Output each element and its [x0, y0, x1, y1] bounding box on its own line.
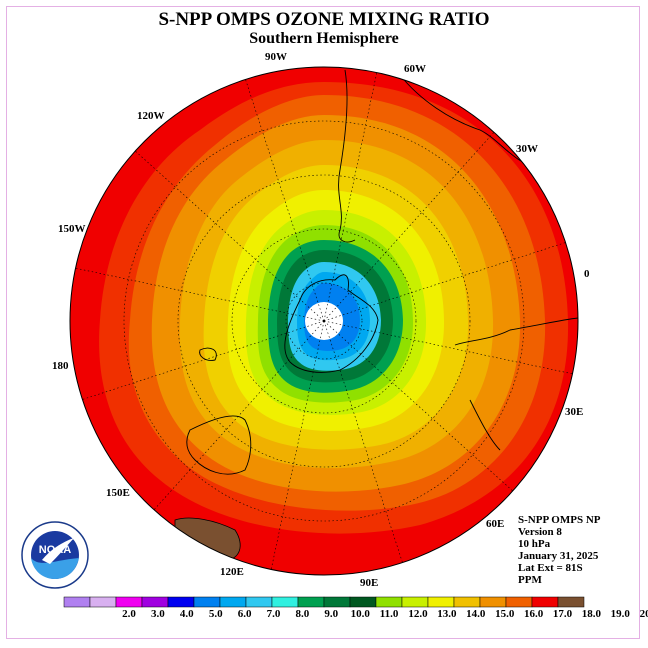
colorbar-tick-label: 17.0: [552, 608, 573, 620]
info-instrument: S-NPP OMPS NP: [518, 514, 601, 526]
lon-150w: 150W: [58, 223, 86, 235]
colorbar-tick-label: 2.0: [122, 608, 136, 620]
colorbar-tick-label: 12.0: [408, 608, 428, 620]
lat-circle-4: [231, 228, 417, 414]
colorbar-cell: [63, 596, 91, 608]
coast-africa: [454, 317, 578, 451]
coastlines: [186, 69, 578, 475]
lon-60w: 60W: [404, 63, 426, 75]
colorbar-tick-label: 18.0: [581, 608, 602, 620]
coast-new-zealand: [199, 347, 217, 361]
colorbar-cell: [167, 596, 195, 608]
colorbar-tick-label: 11.0: [379, 608, 399, 620]
lon-180: 180: [52, 360, 69, 372]
map-boundary: [69, 66, 579, 576]
info-units: PPM: [518, 574, 542, 586]
info-panel: S-NPP OMPS NP Version 8 10 hPa January 3…: [518, 514, 601, 586]
lon-30w: 30W: [516, 143, 538, 155]
lon-60e: 60E: [486, 518, 505, 530]
colorbar-tick-label: 8.0: [295, 608, 310, 620]
colorbar-tick-label: 9.0: [324, 608, 339, 620]
colorbar-cell: [453, 596, 481, 608]
lat-circle-2: [123, 120, 525, 522]
colorbar-tick-label: 13.0: [437, 608, 457, 620]
colorbar-tick-label: 16.0: [523, 608, 544, 620]
colorbar-cell: [427, 596, 455, 608]
colorbar-tick-label: 15.0: [495, 608, 515, 620]
colorbar-cell: [401, 596, 429, 608]
map-title: S-NPP OMPS OZONE MIXING RATIO: [158, 9, 490, 30]
colorbar-tick-label: 20.0: [639, 608, 648, 620]
ozone-contours: [70, 67, 578, 575]
colorbar-tick-label: 19.0: [610, 608, 630, 620]
lon-30e: 30E: [565, 406, 584, 418]
colorbar-tick-label: 6.0: [237, 608, 252, 620]
colorbar-cell: [505, 596, 533, 608]
lon-120w: 120W: [137, 110, 165, 122]
colorbar-cell: [245, 596, 273, 608]
coast-south-america: [338, 69, 356, 243]
info-version: Version 8: [518, 526, 562, 538]
info-date: January 31, 2025: [518, 550, 599, 562]
noaa-logo-icon: NOAA: [21, 521, 89, 589]
lon-0: 0: [584, 268, 590, 280]
colorbar-cell: [557, 596, 585, 608]
coast-antarctica: [284, 274, 379, 373]
colorbar-tick-label: 3.0: [151, 608, 165, 620]
lon-90w: 90W: [265, 51, 287, 63]
colorbar-cell: [375, 596, 403, 608]
colorbar-cell: [115, 596, 143, 608]
colorbar-cell: [141, 596, 169, 608]
colorbar-cell: [323, 596, 351, 608]
colorbar-cell: [349, 596, 377, 608]
colorbar-cell: [89, 596, 117, 608]
lat-circle-3: [177, 174, 471, 468]
colorbar-cell: [193, 596, 221, 608]
map-subtitle: Southern Hemisphere: [249, 30, 399, 47]
coast-brazil: [399, 74, 541, 171]
colorbar-tick-label: 14.0: [466, 608, 486, 620]
colorbar-cell: [219, 596, 247, 608]
lon-90e: 90E: [360, 577, 379, 589]
lat-circle-5: [285, 282, 363, 360]
colorbar-cell: [297, 596, 325, 608]
colorbar-tick-label: 4.0: [179, 608, 194, 620]
colorbar-cell: [531, 596, 559, 608]
colorbar-tick-label: 5.0: [208, 608, 223, 620]
colorbar-cell: [271, 596, 299, 608]
colorbar-cell: [479, 596, 507, 608]
info-level: 10 hPa: [518, 538, 551, 550]
colorbar-tick-label: 7.0: [266, 608, 281, 620]
plot-frame: [6, 6, 640, 639]
lon-120e: 120E: [220, 566, 244, 578]
noaa-logo-text: NOAA: [39, 544, 71, 556]
lon-150e: 150E: [106, 487, 130, 499]
info-lat-ext: Lat Ext = 81S: [518, 562, 583, 574]
coast-australia: [186, 415, 252, 475]
colorbar-tick-label: 10.0: [350, 608, 370, 620]
